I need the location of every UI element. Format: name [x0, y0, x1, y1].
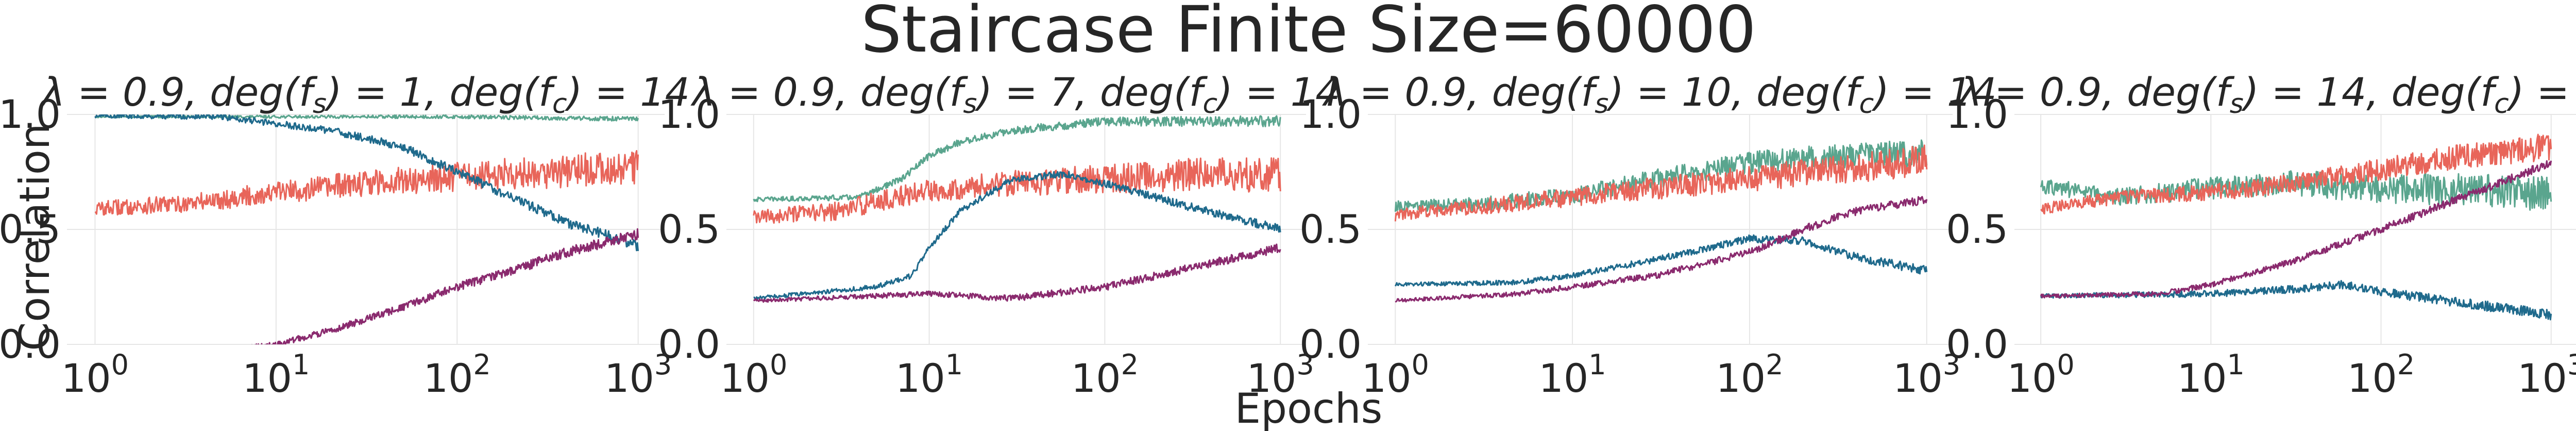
- subplot-2: 0.0 0.5 1.0 100 101 102 103 λ = 0.9, deg(fs) = …: [658, 69, 1340, 401]
- series-line-blue: [2040, 280, 2552, 321]
- x-tick-label: 103: [1247, 349, 1314, 401]
- x-tick-label: 103: [604, 349, 672, 401]
- y-tick-label: 0.0: [658, 321, 720, 367]
- series-line-coral: [2040, 134, 2552, 215]
- x-tick-label: 102: [423, 349, 491, 401]
- subplot-4: 0.0 0.5 1.0 100 101 102 103 λ = 0.9, deg(fs) = …: [1946, 69, 2576, 401]
- series-line-blue: [753, 171, 1281, 301]
- subplot-1: 0.0 0.5 1.0 100 101 102 103 λ = 0.9, deg(fs) = …: [0, 69, 690, 401]
- x-tick-label: 101: [2177, 349, 2245, 401]
- suptitle: Staircase Finite Size=60000: [861, 0, 1756, 67]
- series-line-blue: [1394, 234, 1928, 287]
- x-tick-label: 101: [895, 349, 963, 401]
- series-line-teal: [753, 115, 1281, 203]
- x-tick-label: 100: [61, 349, 129, 401]
- y-tick-label: 1.0: [1946, 91, 2008, 137]
- y-tick-label: 0.0: [1299, 321, 1362, 367]
- series-line-purple: [2040, 160, 2552, 299]
- series-line-coral: [1394, 144, 1928, 222]
- subplot-title: λ = 0.9, deg(fs) = 7, deg(fc) = 14: [690, 69, 1341, 120]
- x-tick-label: 100: [2007, 349, 2075, 401]
- y-tick-label: 1.0: [0, 91, 61, 137]
- x-tick-label: 101: [1539, 349, 1606, 401]
- y-tick-label: 0.0: [0, 321, 61, 367]
- x-tick-label: 103: [2517, 349, 2576, 401]
- series-line-coral: [94, 150, 639, 216]
- x-tick-label: 102: [2347, 349, 2415, 401]
- y-tick-label: 0.5: [1299, 206, 1362, 252]
- series-line-blue: [94, 114, 639, 252]
- subplot-title: λ = 0.9, deg(fs) = 10, deg(fc) = 14: [1321, 69, 1996, 120]
- y-tick-label: 1.0: [1299, 91, 1362, 137]
- x-tick-label: 100: [1362, 349, 1429, 401]
- subplot-3: 0.0 0.5 1.0 100 101 102 103 λ = 0.9, deg(fs) = …: [1299, 69, 1996, 401]
- y-axis-label: Correlation: [11, 123, 59, 351]
- x-tick-label: 102: [1071, 349, 1139, 401]
- y-tick-label: 0.5: [1946, 206, 2008, 252]
- series-line-coral: [753, 157, 1281, 224]
- y-tick-label: 0.5: [658, 206, 720, 252]
- y-tick-label: 0.0: [1946, 321, 2008, 367]
- subplot-title: λ = 0.9, deg(fs) = 14, deg(fc) = 14: [1957, 69, 2576, 120]
- x-axis-label: Epochs: [1235, 385, 1383, 431]
- x-tick-label: 102: [1716, 349, 1783, 401]
- x-tick-label: 100: [720, 349, 787, 401]
- y-tick-label: 1.0: [658, 91, 720, 137]
- subplots: 0.0 0.5 1.0 100 101 102 103 λ = 0.9, deg(fs) = …: [0, 69, 2576, 401]
- x-tick-label: 101: [242, 349, 310, 401]
- series-line-purple: [251, 228, 639, 344]
- x-tick-label: 103: [1893, 349, 1960, 401]
- subplot-title: λ = 0.9, deg(fs) = 1, deg(fc) = 14: [40, 69, 690, 120]
- series-line-purple: [1395, 196, 1928, 303]
- y-tick-label: 0.5: [0, 206, 61, 252]
- series-line-purple: [753, 243, 1281, 303]
